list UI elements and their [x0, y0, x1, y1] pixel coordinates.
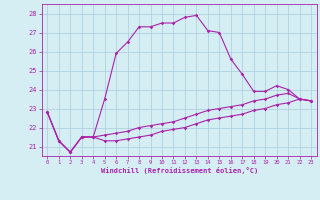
X-axis label: Windchill (Refroidissement éolien,°C): Windchill (Refroidissement éolien,°C) [100, 167, 258, 174]
